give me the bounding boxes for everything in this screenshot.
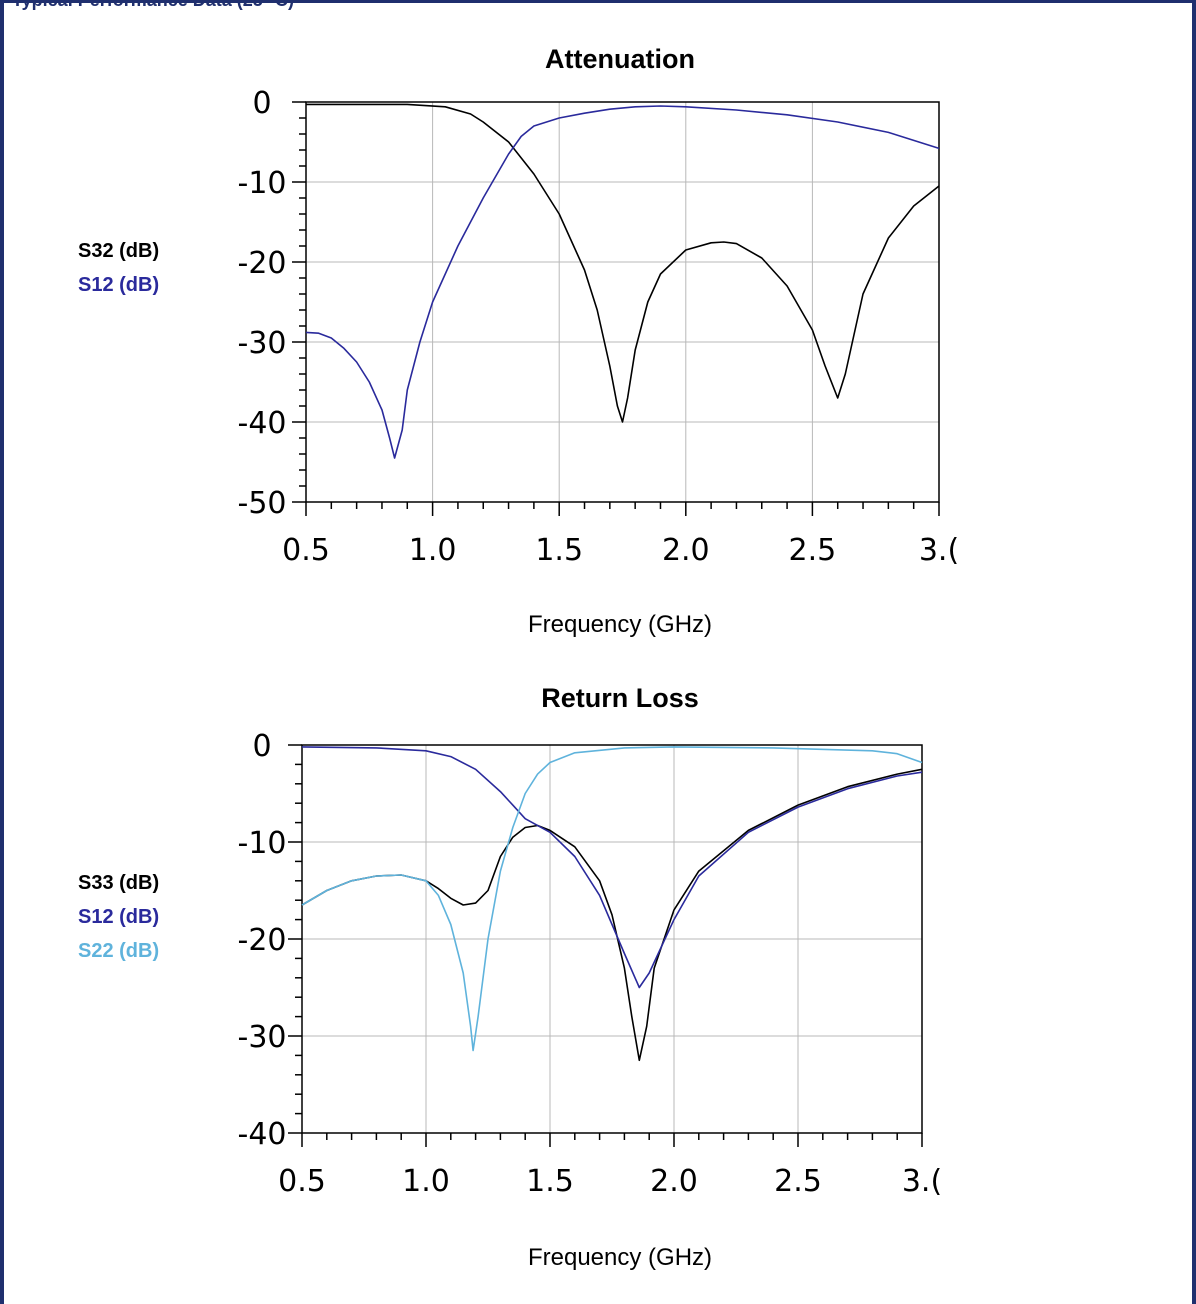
attenuation-ylabel-s12: S12 (dB) — [78, 274, 160, 296]
page-header-text: Typical Performance Data (25 °C) — [12, 0, 294, 10]
attenuation-xlabel: Frequency (GHz) — [527, 611, 713, 638]
attenuation-y-tick-label: -40 — [238, 406, 287, 441]
attenuation-chart-svg: 0 -10 -20 -30 -40 -50 0.5 1.0 1.5 2.0 2.5 3.( — [238, 86, 960, 568]
return-loss-x-tick-label: 2.5 — [774, 1164, 822, 1199]
attenuation-y-tick-label: -20 — [238, 246, 287, 281]
return-loss-series-s12-line — [301, 746, 923, 989]
attenuation-ylabel-group: S32 (dB) S12 (dB) — [78, 234, 159, 302]
return-loss-x-tick-label: 0.5 — [278, 1164, 326, 1199]
return-loss-ylabel-s33: S33 (dB) — [78, 872, 160, 894]
return-loss-y-tick-label: -10 — [238, 826, 287, 861]
return-loss-x-tick-label: 1.0 — [402, 1164, 450, 1199]
return-loss-x-tick-label: 3.( — [902, 1164, 942, 1199]
attenuation-x-tick-label: 1.5 — [535, 533, 583, 568]
attenuation-series-s12-line — [305, 105, 940, 459]
return-loss-y-tick-label: 0 — [252, 729, 271, 764]
return-loss-x-tick-label: 1.5 — [526, 1164, 574, 1199]
return-loss-y-tick-label: -20 — [238, 923, 287, 958]
attenuation-x-tick-label: 2.5 — [789, 533, 837, 568]
attenuation-x-tick-label: 1.0 — [409, 533, 457, 568]
return-loss-ylabel-group: S33 (dB) S12 (dB) S22 (dB) — [78, 866, 159, 968]
attenuation-chart-title: Attenuation — [545, 44, 695, 74]
return-loss-ylabel-s12: S12 (dB) — [78, 906, 160, 928]
attenuation-x-tick-label: 0.5 — [282, 533, 330, 568]
attenuation-x-tick-label: 3.( — [919, 533, 959, 568]
return-loss-xlabel: Frequency (GHz) — [527, 1244, 713, 1271]
attenuation-ylabel-s32: S32 (dB) — [78, 240, 160, 262]
return-loss-series-s22-line — [301, 746, 923, 1052]
return-loss-chart-title: Return Loss — [541, 683, 699, 713]
attenuation-plot-frame — [305, 101, 940, 503]
return-loss-series-s33-line — [301, 768, 923, 1062]
return-loss-x-tick-label: 2.0 — [650, 1164, 698, 1199]
attenuation-y-tick-label: -30 — [238, 326, 287, 361]
attenuation-y-tick-label: -50 — [238, 486, 287, 521]
attenuation-y-tick-label: 0 — [252, 86, 271, 121]
attenuation-y-tick-label: -10 — [238, 166, 287, 201]
return-loss-y-tick-label: -40 — [238, 1117, 287, 1152]
return-loss-ylabel-s22: S22 (dB) — [78, 940, 160, 962]
attenuation-series-s32-line — [306, 103, 940, 423]
attenuation-x-tick-label: 2.0 — [662, 533, 710, 568]
return-loss-y-tick-label: -30 — [238, 1020, 287, 1055]
